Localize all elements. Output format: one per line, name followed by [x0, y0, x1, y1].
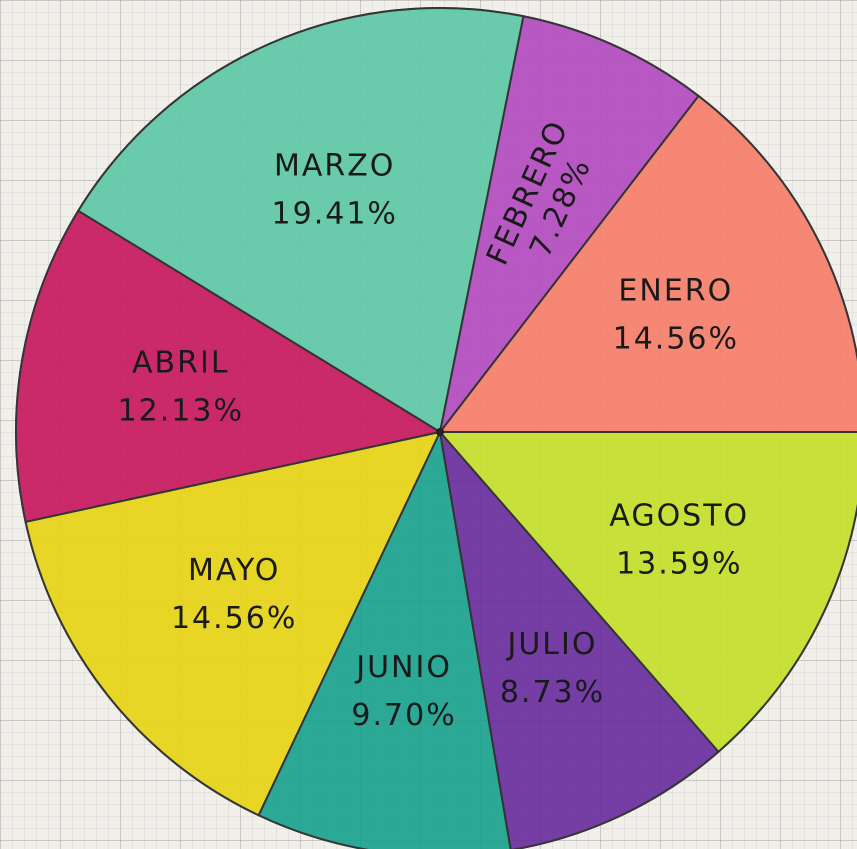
category-label: JULIO	[506, 627, 598, 662]
value-label: 8.73%	[500, 675, 605, 710]
category-label: MAYO	[188, 553, 280, 588]
pie-center	[436, 428, 444, 436]
category-label: AGOSTO	[609, 498, 749, 533]
value-label: 9.70%	[351, 698, 456, 733]
category-label: JUNIO	[354, 650, 452, 685]
value-label: 14.56%	[171, 601, 297, 636]
category-label: ENERO	[618, 273, 733, 308]
page: ENERO14.56%FEBRERO7.28%MARZO19.41%ABRIL1…	[0, 0, 857, 849]
category-label: ABRIL	[132, 346, 230, 381]
value-label: 19.41%	[272, 197, 398, 232]
category-label: MARZO	[274, 149, 395, 184]
chart: ENERO14.56%FEBRERO7.28%MARZO19.41%ABRIL1…	[0, 0, 857, 849]
value-label: 14.56%	[613, 321, 739, 356]
value-label: 12.13%	[118, 394, 244, 429]
value-label: 13.59%	[616, 546, 742, 581]
